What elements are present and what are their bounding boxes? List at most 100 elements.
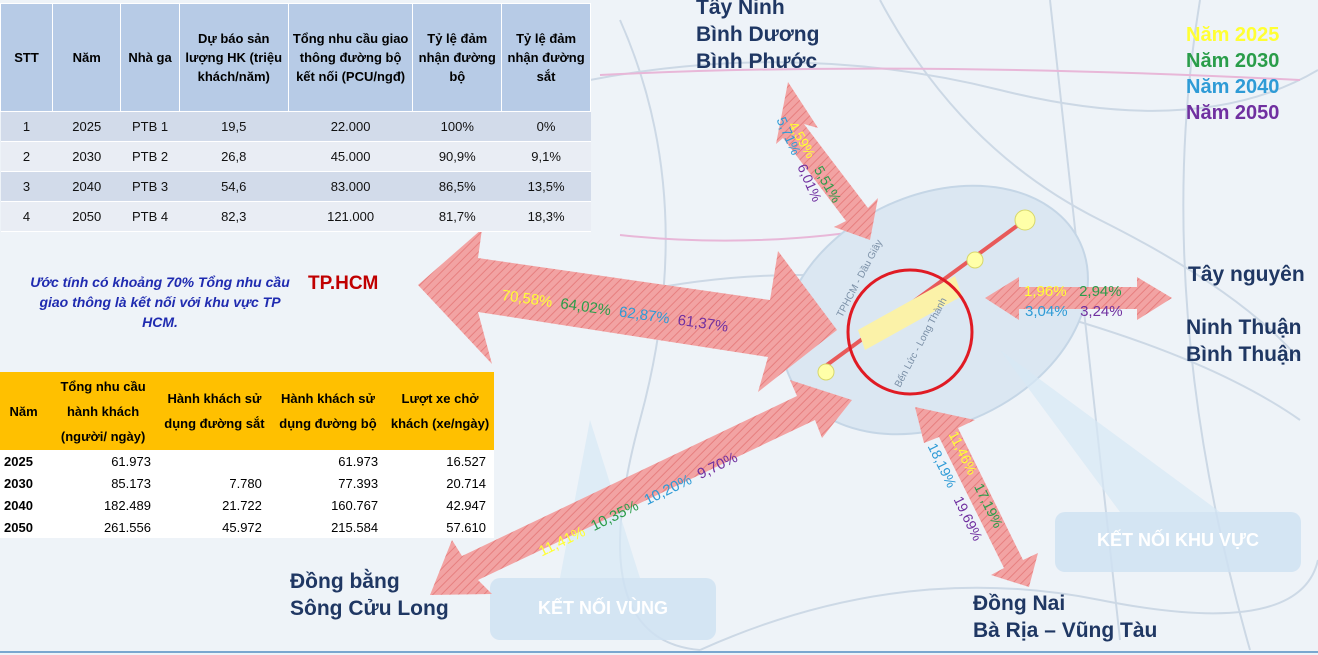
- th-rail-pax: Hành khách sử dụng đường sắt: [158, 372, 270, 450]
- cell: 21.722: [158, 494, 270, 516]
- region-southwest: Đồng bằng Sông Cửu Long: [290, 568, 449, 622]
- cell: 13,5%: [501, 171, 591, 202]
- th-road-demand: Tổng nhu cầu giao thông đường bộ kết nối…: [287, 3, 414, 112]
- cell: 2050: [52, 201, 121, 232]
- legend-2025: Năm 2025: [1186, 24, 1280, 46]
- cell: 26,8: [179, 141, 289, 172]
- table-row: 2050 261.556 45.972 215.584 57.610: [0, 516, 494, 538]
- th-pax-forecast: Dự báo sản lượng HK (triệu khách/năm): [178, 3, 289, 112]
- share-east-2050: 3,24%: [1080, 303, 1123, 320]
- cell: 19,5: [179, 111, 289, 142]
- th-terminal: Nhà ga: [120, 3, 180, 112]
- th-year: Năm: [0, 372, 48, 450]
- cell: 42.947: [386, 494, 494, 516]
- th-total-pax: Tổng nhu cầu hành khách (người/ ngày): [47, 372, 159, 450]
- cell: 45.972: [158, 516, 270, 538]
- cell: 57.610: [386, 516, 494, 538]
- cell: 18,3%: [501, 201, 591, 232]
- legend-2050: Năm 2050: [1186, 102, 1280, 124]
- arrow-southwest: [430, 380, 852, 595]
- region-song-cuu-long: Sông Cửu Long: [290, 597, 449, 620]
- year-legend: Năm 2025 Năm 2030 Năm 2040 Năm 2050: [1186, 22, 1306, 126]
- cell: 54,6: [179, 171, 289, 202]
- th-vehicle-trips: Lượt xe chở khách (xe/ngày): [386, 372, 494, 450]
- table-row: 3 2040 PTB 3 54,6 83.000 86,5% 13,5%: [0, 171, 591, 202]
- table-row: 2030 85.173 7.780 77.393 20.714: [0, 472, 494, 494]
- arrow-hcm: [418, 229, 837, 392]
- region-binh-phuoc: Bình Phước: [696, 50, 818, 73]
- share-east-2040: 3,04%: [1025, 303, 1068, 320]
- arrow-east: [985, 277, 1172, 320]
- cell: 2050: [0, 516, 48, 538]
- region-dong-bang: Đồng bằng: [290, 570, 400, 593]
- table-row: 2 2030 PTB 2 26,8 45.000 90,9% 9,1%: [0, 141, 591, 172]
- cell: 2025: [52, 111, 121, 142]
- table-row: 2025 61.973 61.973 16.527: [0, 450, 494, 472]
- connect-zone-label: KẾT NỐI VÙNG: [537, 598, 668, 618]
- region-binh-duong: Bình Dương: [696, 23, 820, 46]
- cell: 0%: [501, 111, 591, 142]
- cell: PTB 2: [120, 141, 180, 172]
- region-binh-thuan: Bình Thuận: [1186, 343, 1302, 366]
- cell: 4: [0, 201, 53, 232]
- forecast-table: STT Năm Nhà ga Dự báo sản lượng HK (triệ…: [0, 3, 591, 232]
- table-row: 2040 182.489 21.722 160.767 42.947: [0, 494, 494, 516]
- cell: 2030: [0, 472, 48, 494]
- region-tay-ninh: Tây Ninh: [696, 0, 785, 19]
- cell: 2040: [52, 171, 121, 202]
- table-row: 4 2050 PTB 4 82,3 121.000 81,7% 18,3%: [0, 201, 591, 232]
- cell: 61.973: [47, 450, 159, 472]
- share-east: 1,96% 2,94%: [1024, 283, 1122, 301]
- cell: 81,7%: [412, 201, 502, 232]
- hcm-share-note: Ước tính có khoảng 70% Tổng nhu cầu giao…: [30, 274, 290, 330]
- arrow-south: [915, 407, 1038, 587]
- table-row: 1 2025 PTB 1 19,5 22.000 100% 0%: [0, 111, 591, 142]
- cell: 83.000: [288, 171, 413, 202]
- share-east-2025: 1,96%: [1024, 283, 1067, 300]
- th-year: Năm: [52, 3, 122, 112]
- cell: 2025: [0, 450, 48, 472]
- cell: 215.584: [269, 516, 387, 538]
- region-hcm: TP.HCM: [308, 273, 379, 294]
- cell: 2: [0, 141, 53, 172]
- passenger-table: Năm Tổng nhu cầu hành khách (người/ ngày…: [0, 372, 494, 538]
- cell: [158, 450, 270, 472]
- cell: 61.973: [269, 450, 387, 472]
- th-stt: STT: [0, 3, 54, 112]
- region-south: Đồng Nai Bà Rịa – Vũng Tàu: [973, 590, 1157, 644]
- share-east-2030: 2,94%: [1079, 283, 1122, 300]
- cell: 45.000: [288, 141, 413, 172]
- cell: PTB 1: [120, 111, 180, 142]
- legend-2040: Năm 2040: [1186, 76, 1280, 98]
- cell: 100%: [412, 111, 502, 142]
- th-road-pax: Hành khách sử dụng đường bộ: [269, 372, 387, 450]
- cell: 90,9%: [412, 141, 502, 172]
- cell: 261.556: [47, 516, 159, 538]
- cell: 85.173: [47, 472, 159, 494]
- th-road-share: Tỷ lệ đảm nhận đường bộ: [412, 3, 503, 112]
- cell: 20.714: [386, 472, 494, 494]
- region-ninh-thuan: Ninh Thuận: [1186, 316, 1302, 339]
- cell: 22.000: [288, 111, 413, 142]
- cell: PTB 4: [120, 201, 180, 232]
- th-rail-share: Tỷ lệ đảm nhận đường sắt: [501, 3, 591, 112]
- cell: 77.393: [269, 472, 387, 494]
- legend-2030: Năm 2030: [1186, 50, 1280, 72]
- cell: 160.767: [269, 494, 387, 516]
- cell: 1: [0, 111, 53, 142]
- cell: 9,1%: [501, 141, 591, 172]
- cell: 121.000: [288, 201, 413, 232]
- cell: 3: [0, 171, 53, 202]
- connect-region-label: KẾT NỐI KHU VỰC: [1097, 530, 1259, 550]
- cell: 2030: [52, 141, 121, 172]
- cell: 82,3: [179, 201, 289, 232]
- cell: PTB 3: [120, 171, 180, 202]
- region-north: Tây Ninh Bình Dương Bình Phước: [696, 0, 819, 75]
- cell: 7.780: [158, 472, 270, 494]
- airport-circle: [846, 268, 974, 396]
- region-ba-ria-vung-tau: Bà Rịa – Vũng Tàu: [973, 619, 1158, 642]
- cell: 86,5%: [412, 171, 502, 202]
- arrow-north: [776, 82, 878, 240]
- cell: 2040: [0, 494, 48, 516]
